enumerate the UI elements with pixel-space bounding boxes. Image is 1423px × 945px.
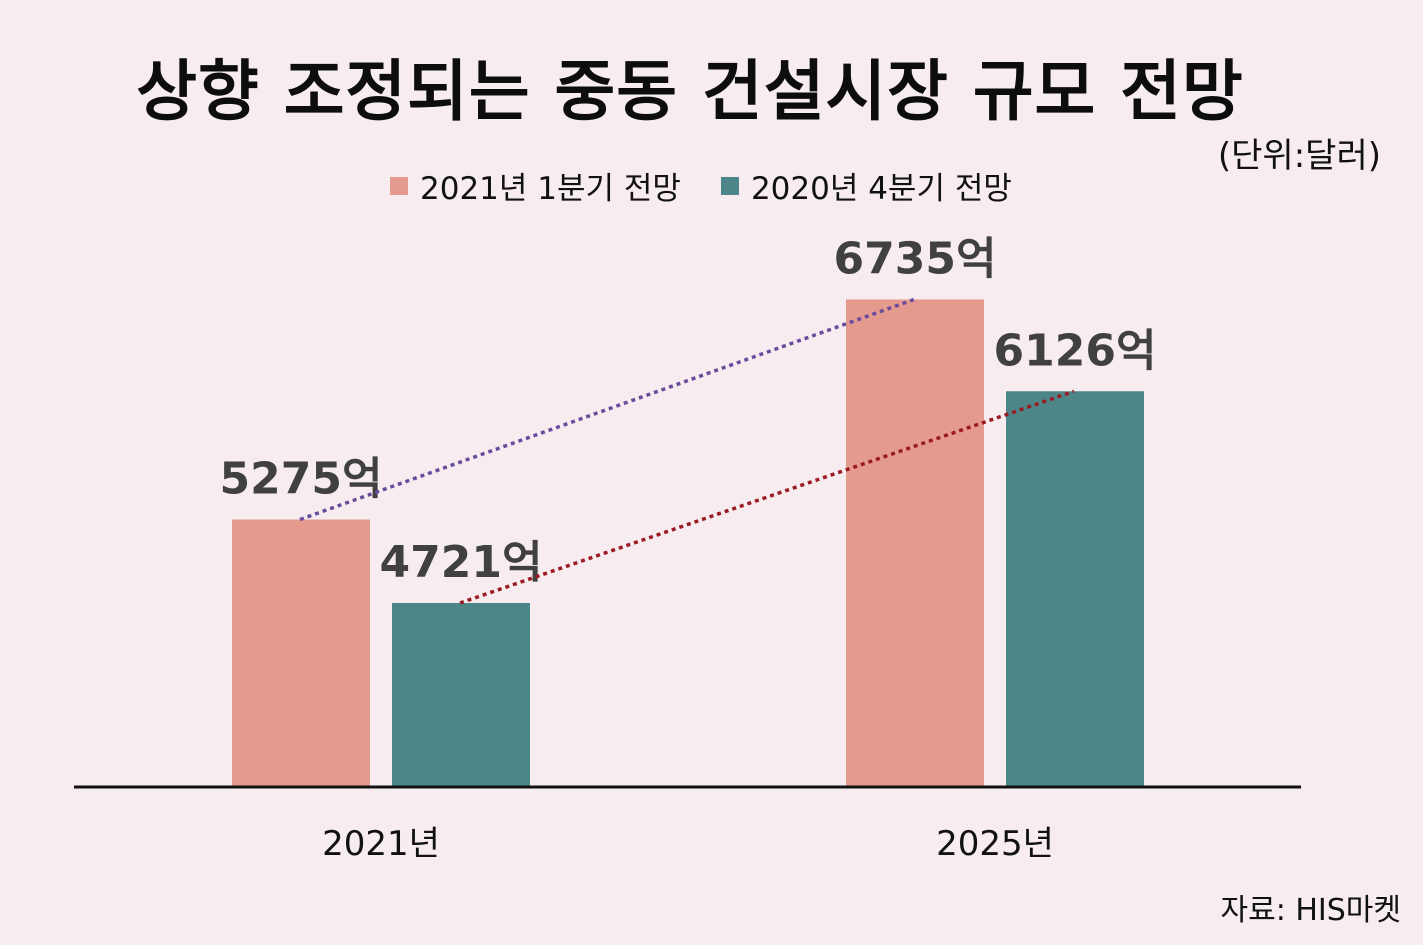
legend: 2021년 1분기 전망 2020년 4분기 전망 (390, 163, 1012, 208)
unit-note: (단위:달러) (1217, 136, 1381, 176)
legend-label-series-2: 2020년 4분기 전망 (750, 171, 1012, 207)
legend-item-series-2: 2020년 4분기 전망 (720, 163, 1012, 208)
data-label-series-2-1: 4721억 (380, 537, 543, 588)
trend-line-series-1 (299, 297, 915, 522)
legend-swatch-series-1 (390, 176, 408, 195)
bar-series-2-2 (1006, 391, 1144, 787)
bar-series-1-1 (232, 519, 370, 787)
legend-item-series-1: 2021년 1분기 전망 (390, 163, 681, 208)
legend-swatch-series-2 (720, 176, 739, 195)
x-tick-label-2: 2025년 (936, 824, 1054, 864)
source-note: 자료: HIS마켓 (1220, 893, 1402, 928)
bar-series-1-2 (846, 299, 984, 787)
data-label-series-1-1: 5275억 (220, 454, 383, 505)
data-label-series-1-2: 6735억 (834, 233, 997, 284)
chart-title: 상향 조정되는 중동 건설시장 규모 전망 (136, 53, 1244, 130)
legend-label-series-1: 2021년 1분기 전망 (420, 171, 681, 207)
data-label-series-2-2: 6126억 (994, 325, 1157, 376)
bar-series-2-1 (392, 602, 530, 787)
x-tick-label-1: 2021년 (322, 824, 440, 864)
